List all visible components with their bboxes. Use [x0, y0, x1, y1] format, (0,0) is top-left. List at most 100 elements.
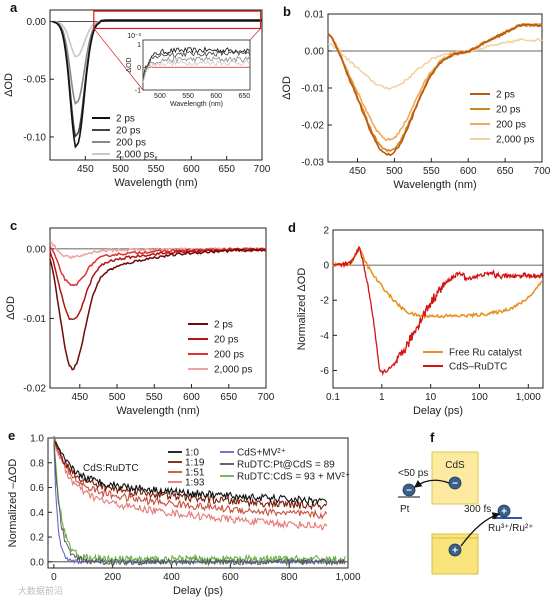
spectrum-line — [49, 247, 267, 321]
watermark: 大数据前沿 — [18, 585, 63, 597]
legend-label: 200 ps — [214, 350, 244, 361]
inset-x-tick-label: 500 — [154, 93, 166, 100]
y-tick-label: -0.03 — [301, 158, 324, 169]
legend-label: 2,000 ps — [496, 135, 534, 146]
electron-icon — [402, 483, 416, 497]
legend-label: 2 ps — [214, 320, 233, 331]
hole-icon — [497, 504, 511, 518]
cds-lower-block — [431, 533, 479, 575]
x-tick-label: 200 — [104, 572, 121, 583]
highlight-box — [93, 10, 262, 30]
panel-f: f CdS Pt Ru³⁺/Ru²⁺ − − + + <50 ps 300 fs — [398, 430, 534, 575]
inset-multiplier: 10⁻³ — [127, 33, 141, 40]
panel-letter: f — [430, 430, 435, 445]
y-tick-label: -2 — [320, 296, 329, 307]
time2-label: 300 fs — [464, 504, 491, 515]
x-tick-label: 1,000 — [335, 572, 360, 583]
y-tick-label: -0.02 — [301, 121, 324, 132]
x-tick-label: 10 — [425, 392, 437, 403]
legend-label: 1:19 — [185, 458, 205, 469]
time1-label: <50 ps — [398, 468, 428, 479]
y-tick-label: 0 — [323, 261, 329, 272]
y-tick-label: 0.6 — [30, 483, 44, 494]
y-tick-label: 2 — [323, 226, 329, 237]
legend-label: 20 ps — [496, 105, 520, 116]
y-axis-label: Normalized ΔOD — [296, 268, 308, 351]
inset-connector — [93, 28, 144, 91]
x-axis-label: Delay (ps) — [173, 585, 223, 597]
decay-line — [53, 437, 328, 532]
y-axis-label: ΔOD — [281, 76, 293, 100]
x-tick-label: 650 — [218, 164, 235, 175]
legend-label: 1:0 — [185, 448, 199, 459]
y-tick-label: -0.01 — [23, 314, 46, 325]
inset-y-axis-label: ΔOD — [126, 57, 133, 72]
panel-a: 450 500 550 600 650 700 -0.10 -0.05 0.00 Waveleng… — [3, 0, 271, 189]
pt-label: Pt — [400, 504, 410, 515]
x-tick-label: 600 — [222, 572, 239, 583]
panel-e: 0 200 400 600 800 1,000 0.0 0.2 0.4 0.6 0.8 1.0 Dela… — [7, 428, 361, 597]
y-tick-label: -0.05 — [23, 75, 46, 86]
y-tick-label: 0.00 — [27, 244, 47, 255]
x-tick-label: 1,000 — [516, 392, 541, 403]
legend-label: RuDTC:Pt@CdS = 89 — [237, 460, 335, 471]
hole-sign: + — [452, 546, 458, 557]
x-tick-label: 600 — [460, 166, 477, 177]
decay-line — [53, 436, 328, 511]
spectrum-line — [49, 245, 267, 287]
legend-label: 20 ps — [214, 335, 238, 346]
decay-line — [53, 436, 328, 520]
y-tick-label: 0.00 — [305, 47, 325, 58]
inset-x-axis-label: Wavelength (nm) — [170, 101, 223, 108]
legend-label: 20 ps — [116, 126, 140, 137]
plot-frame — [49, 227, 267, 389]
x-tick-label: 450 — [77, 164, 94, 175]
x-axis-label: Delay (ps) — [413, 405, 463, 417]
x-tick-label: 800 — [281, 572, 298, 583]
inset-x-tick-label: 650 — [239, 93, 251, 100]
cds-label: CdS — [445, 460, 465, 471]
y-tick-label: 0.0 — [30, 557, 44, 568]
inset: 500 550 600 650 -1 0 1 Wavelength (nm) ΔOD 10⁻³ — [93, 28, 261, 108]
inset-y-tick-label: -1 — [135, 88, 141, 95]
panel-d: 0.1 1 10 100 1,000 -6 -4 -2 0 2 Delay (ps) Normaliz… — [288, 220, 544, 417]
x-tick-label: 650 — [220, 392, 237, 403]
x-axis-label: Wavelength (nm) — [393, 179, 476, 191]
x-tick-label: 500 — [386, 166, 403, 177]
x-tick-label: 550 — [148, 164, 165, 175]
legend-label: 2 ps — [496, 90, 515, 101]
legend-label: CdS–RuDTC — [449, 362, 507, 373]
x-tick-label: 550 — [423, 166, 440, 177]
inset-line — [142, 59, 251, 83]
y-tick-label: -4 — [320, 331, 329, 342]
y-tick-label: -6 — [320, 366, 329, 377]
x-tick-label: 600 — [183, 164, 200, 175]
hole-icon — [448, 543, 462, 557]
x-tick-label: 700 — [534, 166, 551, 177]
x-tick-label: 450 — [349, 166, 366, 177]
panel-letter: b — [283, 4, 291, 19]
x-tick-label: 1 — [379, 392, 385, 403]
legend-label: 200 ps — [116, 138, 146, 149]
kinetic-line — [332, 246, 544, 377]
y-tick-label: -0.01 — [301, 84, 324, 95]
kinetic-line — [332, 247, 543, 320]
x-tick-label: 500 — [109, 392, 126, 403]
legend-label: CdS+MV²⁺ — [237, 448, 286, 459]
legend-label: 2 ps — [116, 114, 135, 125]
x-tick-label: 100 — [471, 392, 488, 403]
electron-sign: − — [406, 486, 412, 497]
x-tick-label: 0 — [51, 572, 57, 583]
panel-letter: c — [10, 218, 17, 233]
electron-sign: − — [452, 479, 458, 490]
x-tick-label: 600 — [183, 392, 200, 403]
y-tick-label: 0.8 — [30, 458, 44, 469]
panel-letter: e — [8, 428, 15, 443]
x-tick-label: 400 — [163, 572, 180, 583]
x-tick-label: 500 — [112, 164, 129, 175]
panel-letter: d — [288, 220, 296, 235]
spectrum-line — [52, 19, 262, 149]
inset-line — [142, 50, 251, 83]
panel-letter: a — [10, 0, 18, 15]
